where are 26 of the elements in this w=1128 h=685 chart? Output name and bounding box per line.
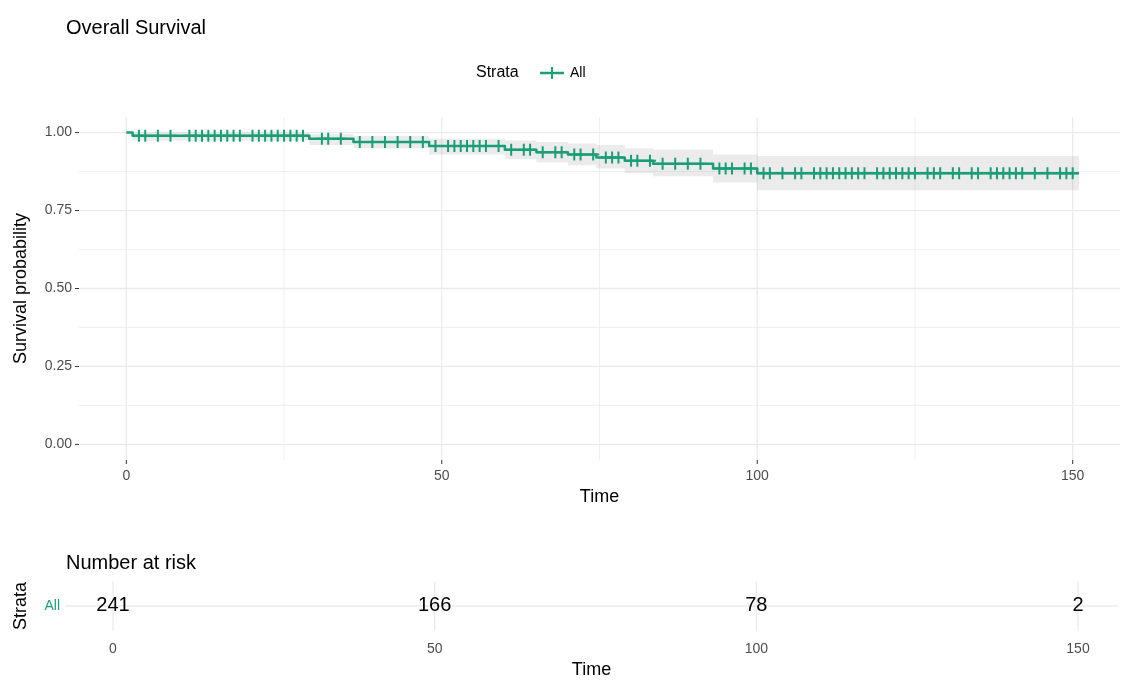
y-tick-label: 0.50 [44,279,73,296]
x-tick-label: 50 [426,640,443,656]
y-tick-label: 1.00 [44,123,73,140]
x-tick-label: 100 [744,640,769,656]
x-tick-label: 150 [1061,467,1085,483]
y-tick-label: All [44,596,60,613]
x-tick-label: 0 [122,467,131,483]
chart-title: Number at risk [66,551,198,573]
y-tick-label: 0.25 [44,357,73,374]
data-label: 78 [745,593,768,616]
data-label: 166 [417,593,452,616]
legend-title: Strata [476,63,519,81]
text: 0.00 [44,435,72,452]
y-tick-label: 0.75 [44,201,73,218]
data-label: 2 [1072,593,1084,616]
x-tick-label: 150 [1066,640,1090,656]
y-axis-title: Strata [10,581,30,631]
x-axis-title: Time [579,486,620,506]
x-tick-label: 50 [433,467,450,483]
chart-title: Overall Survival [66,16,207,38]
legend-label: All [570,63,586,80]
x-tick-label: 100 [745,467,770,483]
y-axis-title: Survival probability [10,212,30,365]
data-label: 241 [96,593,130,616]
x-axis-title: Time [571,659,612,679]
x-tick-label: 0 [109,640,118,656]
